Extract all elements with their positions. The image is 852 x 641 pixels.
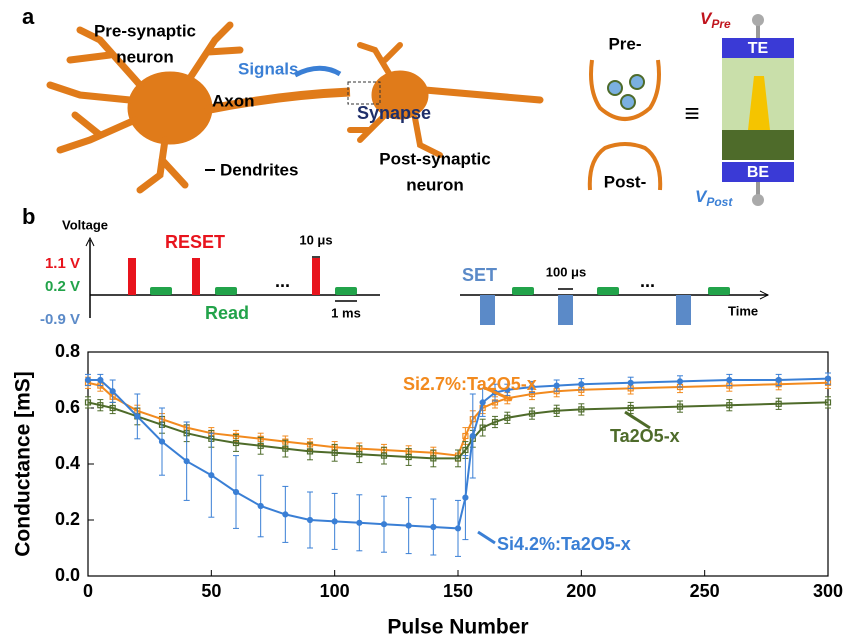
y-tick-label: 0.0 [55,565,80,585]
marker [470,434,475,439]
label: Dendrites [220,160,298,179]
label: Synapse [357,103,431,123]
label: Pre-synaptic [94,21,196,40]
label: -0.9 V [40,311,80,328]
marker [727,378,732,383]
marker [283,512,288,517]
label: RESET [165,232,225,252]
marker [431,525,436,530]
marker [110,389,115,394]
series-label: Si2.7%:Ta2O5-x [403,374,537,394]
figure: a Pre-synaptic neuron Signals Axon Synap… [0,0,852,641]
marker [160,439,165,444]
label: SET [462,265,497,285]
label: ≡ [684,98,699,128]
y-tick-label: 0.4 [55,453,80,473]
label: Read [205,303,249,323]
marker [382,522,387,527]
synapse-drawing [590,60,660,190]
marker [463,495,468,500]
panel-label: b [22,204,35,229]
label: Axon [212,91,255,110]
label: Signals [238,59,298,78]
label: Time [728,303,758,318]
x-tick-label: 150 [443,581,473,601]
marker [86,378,91,383]
label: Pre [711,17,731,31]
y-tick-label: 0.8 [55,341,80,361]
x-axis-title: Pulse Number [387,616,528,639]
x-tick-label: 200 [566,581,596,601]
marker [554,383,559,388]
label: neuron [116,47,174,66]
label: VPre [700,9,731,31]
marker [332,519,337,524]
y-tick-label: 0.6 [55,397,80,417]
marker [456,526,461,531]
marker [628,380,633,385]
annotation-arrow [478,532,495,543]
label: 10 μs [299,232,332,247]
marker [579,382,584,387]
marker [480,400,485,405]
marker [234,490,239,495]
label: ... [275,271,290,291]
x-tick-label: 300 [813,581,843,601]
marker [826,376,831,381]
label: Post [706,195,733,209]
label: Post-synaptic [379,149,490,168]
x-tick-label: 100 [320,581,350,601]
marker [184,459,189,464]
x-tick-label: 50 [201,581,221,601]
marker [308,518,313,523]
label: VPost [695,187,733,209]
y-axis-title: Conductance [mS] [12,371,35,557]
label: Pre- [608,34,641,53]
marker [209,473,214,478]
marker [678,379,683,384]
panel-label: a [22,4,35,29]
label: 1.1 V [45,255,80,272]
marker [258,504,263,509]
marker [406,523,411,528]
label: Voltage [62,217,108,232]
label: Post- [604,172,647,191]
label: 1 ms [331,305,361,320]
label: 100 μs [546,264,587,279]
marker [776,378,781,383]
label: neuron [406,175,464,194]
label: 0.2 V [45,278,80,295]
label: ... [640,271,655,291]
x-tick-label: 250 [690,581,720,601]
label: BE [747,164,770,181]
series-label: Ta2O5-x [610,426,680,446]
marker [98,378,103,383]
series-label: Si4.2%:Ta2O5-x [497,534,631,554]
label: TE [748,40,769,57]
marker [357,520,362,525]
x-tick-label: 0 [83,581,93,601]
signal-arrow [295,68,340,75]
marker [135,414,140,419]
y-tick-label: 0.2 [55,509,80,529]
